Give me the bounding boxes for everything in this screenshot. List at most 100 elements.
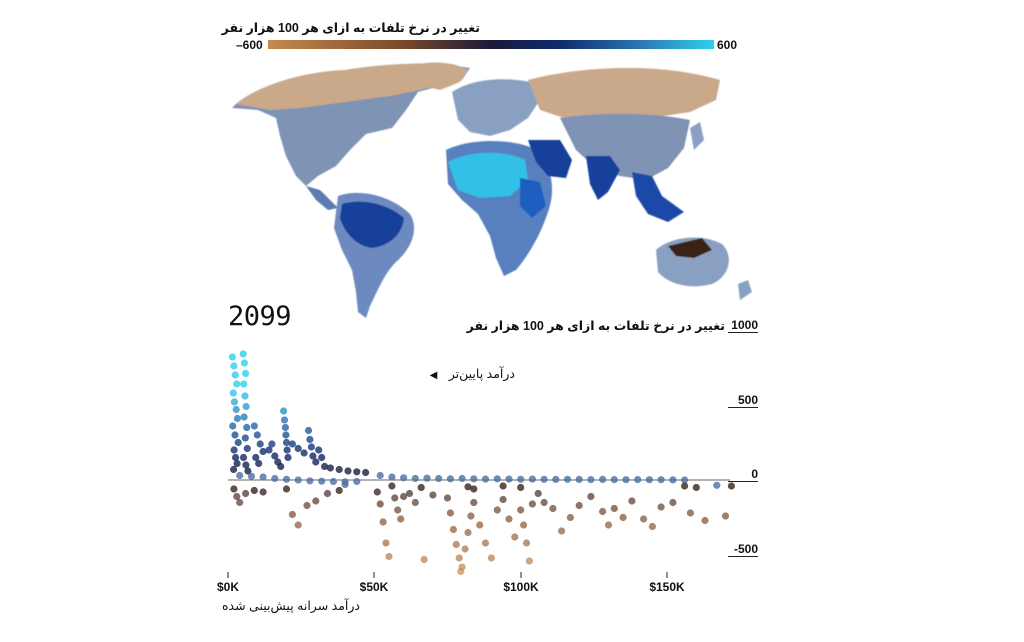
data-point <box>344 467 352 475</box>
data-point <box>681 482 689 490</box>
left-arrow-icon: ◀ <box>429 370 438 381</box>
data-point <box>284 453 292 462</box>
data-point <box>315 446 323 454</box>
data-point <box>230 465 238 474</box>
data-point <box>239 453 248 462</box>
data-point <box>312 497 320 505</box>
data-point <box>306 435 314 444</box>
data-point <box>233 459 241 468</box>
data-point <box>575 475 583 483</box>
data-point <box>391 494 399 502</box>
data-point <box>335 486 343 495</box>
data-point <box>373 488 381 496</box>
data-point <box>256 440 264 448</box>
data-point <box>534 489 542 498</box>
data-point <box>282 438 291 447</box>
data-point <box>304 426 313 435</box>
data-point <box>622 476 630 484</box>
annotation-text: درآمد پایین‌تر <box>448 367 515 381</box>
data-point <box>242 369 250 378</box>
data-point <box>282 475 291 483</box>
data-point <box>411 498 419 507</box>
data-point <box>517 475 525 483</box>
data-point <box>657 503 665 511</box>
data-point <box>280 407 288 415</box>
data-point <box>230 446 238 454</box>
data-point <box>481 539 490 547</box>
data-point <box>669 498 677 507</box>
data-point <box>282 431 290 439</box>
data-point <box>240 413 248 421</box>
north-america-north <box>236 63 458 110</box>
data-point <box>455 554 463 562</box>
data-point <box>255 459 263 468</box>
data-point <box>250 422 258 430</box>
data-point <box>563 475 572 483</box>
data-point <box>318 453 326 462</box>
data-point <box>259 473 267 481</box>
middle-east <box>528 140 572 178</box>
data-point <box>566 513 575 522</box>
data-point <box>240 359 248 367</box>
data-point <box>271 474 279 483</box>
data-point <box>385 552 393 561</box>
data-point <box>335 465 343 474</box>
data-point <box>470 498 478 507</box>
data-point <box>499 482 507 490</box>
data-point <box>528 500 537 508</box>
data-point <box>487 554 495 562</box>
data-point <box>423 474 431 482</box>
year-label: 2099 <box>228 301 292 332</box>
data-point <box>464 483 472 491</box>
data-point <box>307 443 315 451</box>
data-point <box>242 489 250 498</box>
data-point <box>517 483 525 492</box>
x-tick-0k: $0K <box>216 580 240 594</box>
data-point <box>259 488 267 496</box>
data-point <box>243 423 251 432</box>
legend-max-label: 600 <box>717 38 738 52</box>
data-point <box>303 501 311 510</box>
data-point <box>323 489 332 498</box>
data-point <box>277 462 285 471</box>
data-point <box>692 483 700 492</box>
central-america <box>306 186 338 210</box>
new-zealand <box>738 280 752 300</box>
data-point <box>397 515 405 523</box>
data-point <box>318 477 326 485</box>
data-point <box>230 398 238 406</box>
data-point <box>443 494 452 502</box>
data-point <box>239 350 247 358</box>
data-point <box>309 452 317 460</box>
australia-north <box>668 238 712 258</box>
data-point <box>376 500 384 508</box>
data-point <box>681 476 689 484</box>
data-point <box>525 557 534 565</box>
japan <box>690 122 704 150</box>
data-point <box>610 476 618 484</box>
data-point <box>727 482 736 490</box>
data-point <box>242 402 250 411</box>
data-point <box>228 353 236 361</box>
data-point <box>280 416 289 424</box>
amazon-region <box>340 201 404 248</box>
data-point <box>281 423 289 432</box>
data-point <box>645 476 654 484</box>
data-point <box>300 449 308 457</box>
data-point <box>382 539 390 547</box>
data-point <box>435 474 443 483</box>
y-tick-neg500: -500 <box>728 543 758 557</box>
data-point <box>648 522 657 531</box>
data-point <box>306 477 314 485</box>
data-point <box>470 475 478 483</box>
data-point <box>388 473 396 481</box>
north-asia <box>528 67 720 122</box>
data-point <box>283 446 291 454</box>
data-point <box>312 458 320 466</box>
data-point <box>499 495 507 504</box>
data-point <box>493 506 501 514</box>
data-point <box>229 389 237 397</box>
data-point <box>528 475 537 483</box>
data-point <box>522 539 531 547</box>
